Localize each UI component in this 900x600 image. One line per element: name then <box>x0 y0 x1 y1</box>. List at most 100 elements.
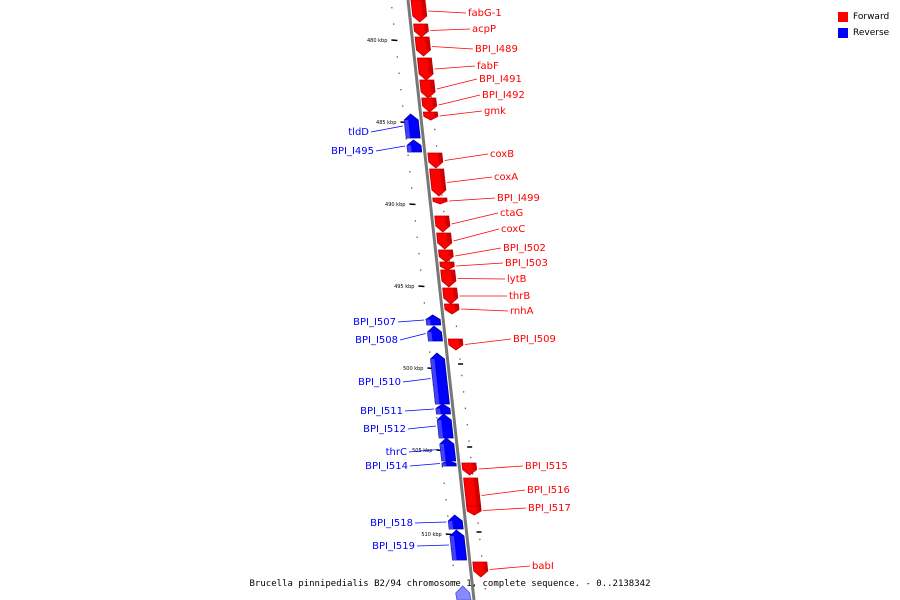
gene-label-acpP[interactable]: acpP <box>472 24 496 35</box>
gene-shading <box>458 339 463 346</box>
label-leader-line <box>408 449 439 453</box>
legend-forward-label: Forward <box>853 12 890 22</box>
gene-BPI_I507[interactable] <box>425 314 442 326</box>
reverse-gene-arrow <box>455 585 472 600</box>
gene-gmk[interactable] <box>422 111 439 121</box>
gene-BPI_I492[interactable] <box>421 97 438 113</box>
gene-BPI_I489[interactable] <box>414 36 431 57</box>
gene-label-fabG-1[interactable]: fabG-1 <box>468 8 502 19</box>
gene-label-BPI_I503[interactable]: BPI_I503 <box>505 258 548 269</box>
gene-BPI_I519[interactable] <box>449 529 468 561</box>
gene-coxA[interactable] <box>429 168 447 197</box>
gene-fabG-1[interactable] <box>410 0 428 23</box>
gene-BPI_I512[interactable] <box>436 413 454 439</box>
label-leader-line <box>375 145 406 152</box>
gene-BPI_I502[interactable] <box>438 249 454 263</box>
gene-shading <box>441 463 447 466</box>
gene-label-BPI_I502[interactable]: BPI_I502 <box>503 243 546 254</box>
gene-label-tldD[interactable]: tldD <box>348 127 369 138</box>
gene-label-thrB[interactable]: thrB <box>509 291 530 302</box>
gene-label-lytB[interactable]: lytB <box>507 274 527 285</box>
gene-BPI_I503[interactable] <box>439 261 455 271</box>
minor-tick <box>470 456 472 459</box>
gene-label-BPI_I510[interactable]: BPI_I510 <box>358 377 401 388</box>
minor-tick <box>461 374 463 377</box>
gene-ctaG[interactable] <box>434 215 451 233</box>
gene-label-coxA[interactable]: coxA <box>494 172 518 183</box>
legend-reverse-label: Reverse <box>853 28 890 38</box>
gene-BPI_I511[interactable] <box>435 403 451 415</box>
gene-label-BPI_I511[interactable]: BPI_I511 <box>360 406 403 417</box>
gene-label-coxC[interactable]: coxC <box>501 224 525 235</box>
reverse-gene-arrow <box>430 352 450 405</box>
reverse-swatch <box>838 28 848 38</box>
gene-label-BPI_I492[interactable]: BPI_I492 <box>482 90 525 101</box>
gene-label-gmk[interactable]: gmk <box>484 106 506 117</box>
gene-shading <box>406 145 412 152</box>
gene-BPI_I515[interactable] <box>461 462 478 476</box>
gene-BPI_I510[interactable] <box>430 352 450 405</box>
gene-label-BPI_I509[interactable]: BPI_I509 <box>513 334 556 345</box>
minor-tick <box>477 522 479 524</box>
minor-tick <box>409 171 411 173</box>
gene-shading <box>429 80 436 92</box>
minor-tick <box>407 154 409 156</box>
gene-lytB[interactable] <box>440 269 457 288</box>
major-tick: 495 kbp <box>394 284 425 290</box>
gene-label-babI[interactable]: babI <box>532 561 554 572</box>
gene-BPI_I508[interactable] <box>427 325 443 342</box>
gene-BPI_I509[interactable] <box>447 338 464 351</box>
gene-shading <box>452 288 458 298</box>
gene-fabF[interactable] <box>416 57 434 81</box>
reverse-gene-arrow <box>441 460 457 467</box>
gene-BPI_I516[interactable] <box>463 477 482 514</box>
reverse-gene-arrow <box>449 529 468 561</box>
gene-label-BPI_I512[interactable]: BPI_I512 <box>363 424 406 435</box>
gene-label-ctaG[interactable]: ctaG <box>500 208 523 219</box>
label-leader-line <box>453 228 500 242</box>
minor-tick <box>396 56 398 58</box>
gene-label-BPI_I507[interactable]: BPI_I507 <box>353 317 396 328</box>
reverse-gene-arrow <box>436 413 454 439</box>
minor-tick <box>441 466 443 468</box>
gene-tldD[interactable] <box>403 113 421 139</box>
gene-coxB[interactable] <box>427 152 444 169</box>
gene-label-BPI_I518[interactable]: BPI_I518 <box>370 518 413 529</box>
gene-BPI_I518[interactable] <box>447 514 464 530</box>
gene-thrB[interactable] <box>442 287 459 305</box>
gene-label-thrC[interactable]: thrC <box>386 447 407 458</box>
gene-rnhA[interactable] <box>443 303 460 315</box>
gene-BPI_I514[interactable] <box>441 460 457 467</box>
minor-tick <box>481 555 483 557</box>
gene-BPI_I495[interactable] <box>406 139 423 153</box>
gene-label-BPI_I499[interactable]: BPI_I499 <box>497 193 540 204</box>
label-leader-line <box>414 521 447 524</box>
label-leader-line <box>478 465 524 470</box>
gene-label-rnhA[interactable]: rnhA <box>510 306 534 317</box>
gene-label-BPI_I519[interactable]: BPI_I519 <box>372 541 415 552</box>
gene-label-BPI_I495[interactable]: BPI_I495 <box>331 146 374 157</box>
gene-acpP[interactable] <box>413 23 429 38</box>
minor-tick <box>398 72 400 74</box>
gene-coxC[interactable] <box>436 232 453 250</box>
gene-label-fabF[interactable]: fabF <box>477 61 499 72</box>
gene-label-BPI_I516[interactable]: BPI_I516 <box>527 485 570 496</box>
gene-shading <box>437 153 443 162</box>
gene-thrC[interactable] <box>439 437 457 462</box>
minor-tick <box>484 588 486 590</box>
reverse-gene-arrow <box>403 113 421 139</box>
gene-label-BPI_I515[interactable]: BPI_I515 <box>525 461 568 472</box>
gene-label-BPI_I508[interactable]: BPI_I508 <box>355 335 398 346</box>
gene-BPI_I499[interactable] <box>432 197 448 205</box>
minor-tick <box>443 482 445 484</box>
gene-label-coxB[interactable]: coxB <box>490 149 514 160</box>
gene-BPI_I517[interactable] <box>466 505 482 516</box>
gene-label-BPI_I491[interactable]: BPI_I491 <box>479 74 522 85</box>
minor-tick <box>405 138 407 140</box>
gene-label-BPI_I514[interactable]: BPI_I514 <box>365 461 408 472</box>
gene-babI[interactable] <box>472 561 489 578</box>
gene-BPI_I491[interactable] <box>419 79 436 99</box>
gene-label-BPI_I517[interactable]: BPI_I517 <box>528 503 571 514</box>
gene-label-BPI_I489[interactable]: BPI_I489 <box>475 44 518 55</box>
